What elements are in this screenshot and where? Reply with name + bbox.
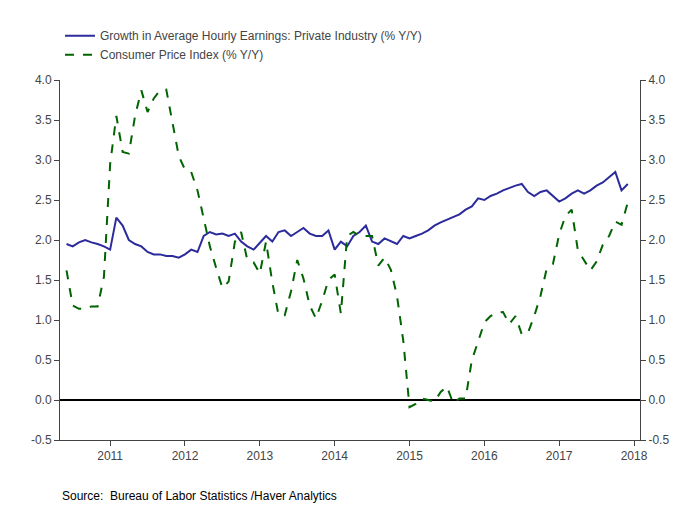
svg-text:Consumer Price Index (% Y/Y): Consumer Price Index (% Y/Y) bbox=[100, 48, 263, 62]
svg-text:2014: 2014 bbox=[321, 449, 348, 463]
svg-text:Source: Bureau of Labor Stati: Source: Bureau of Labor Statistics /Have… bbox=[62, 489, 337, 503]
svg-text:-0.5: -0.5 bbox=[31, 433, 52, 447]
svg-text:3.5: 3.5 bbox=[35, 113, 52, 127]
svg-text:0.5: 0.5 bbox=[648, 353, 665, 367]
svg-text:0.0: 0.0 bbox=[35, 393, 52, 407]
svg-text:2015: 2015 bbox=[396, 449, 423, 463]
svg-text:0.0: 0.0 bbox=[648, 393, 665, 407]
svg-text:2.0: 2.0 bbox=[35, 233, 52, 247]
svg-text:0.5: 0.5 bbox=[35, 353, 52, 367]
svg-text:1.0: 1.0 bbox=[35, 313, 52, 327]
svg-text:4.0: 4.0 bbox=[35, 73, 52, 87]
svg-text:2016: 2016 bbox=[471, 449, 498, 463]
svg-text:3.0: 3.0 bbox=[35, 153, 52, 167]
svg-text:3.0: 3.0 bbox=[648, 153, 665, 167]
svg-text:-0.5: -0.5 bbox=[648, 433, 669, 447]
svg-text:2011: 2011 bbox=[97, 449, 123, 463]
svg-text:Growth in Average Hourly Earni: Growth in Average Hourly Earnings: Priva… bbox=[100, 29, 422, 43]
svg-text:2017: 2017 bbox=[546, 449, 573, 463]
svg-text:2.5: 2.5 bbox=[648, 193, 665, 207]
svg-text:2.5: 2.5 bbox=[35, 193, 52, 207]
svg-text:1.5: 1.5 bbox=[648, 273, 665, 287]
svg-text:2013: 2013 bbox=[246, 449, 273, 463]
svg-text:1.5: 1.5 bbox=[35, 273, 52, 287]
svg-text:3.5: 3.5 bbox=[648, 113, 665, 127]
svg-text:2018: 2018 bbox=[621, 449, 648, 463]
svg-text:2012: 2012 bbox=[172, 449, 199, 463]
svg-text:2.0: 2.0 bbox=[648, 233, 665, 247]
svg-text:4.0: 4.0 bbox=[648, 73, 665, 87]
svg-text:1.0: 1.0 bbox=[648, 313, 665, 327]
